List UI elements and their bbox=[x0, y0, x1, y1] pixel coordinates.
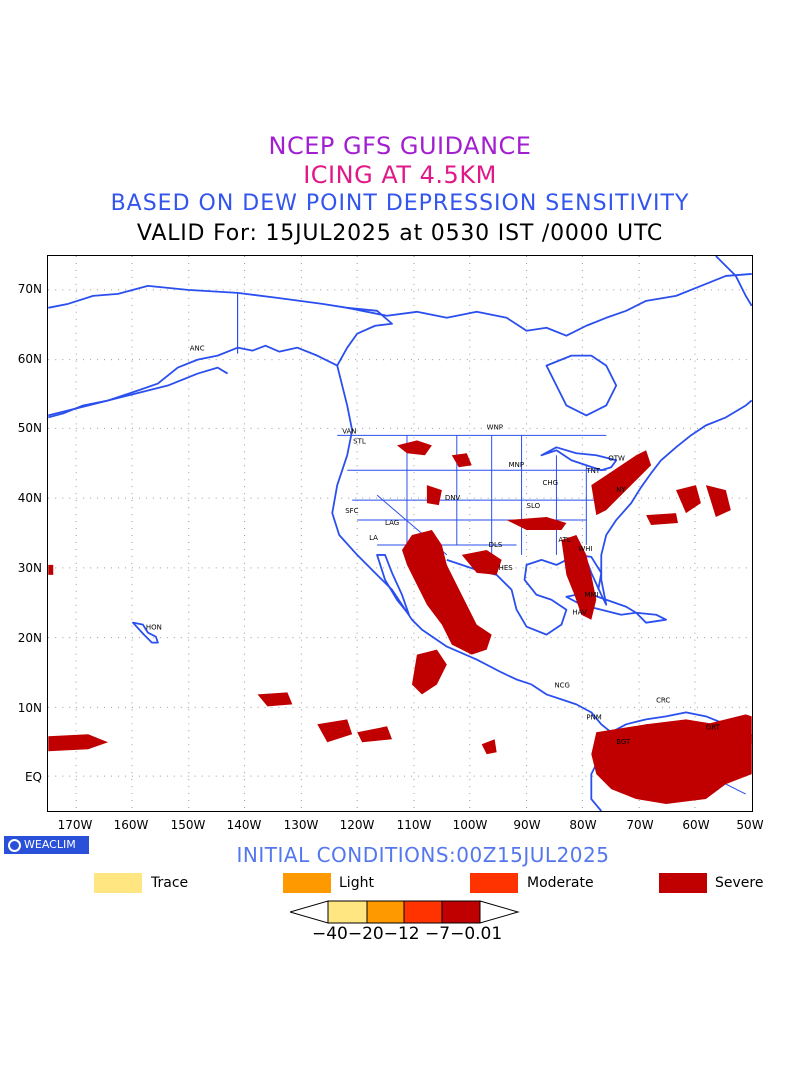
city-whi: WHI bbox=[578, 545, 592, 553]
city-atl: ATL bbox=[558, 536, 570, 544]
colorbar-moderate bbox=[403, 900, 443, 924]
lon-label-120w: 120W bbox=[339, 818, 375, 832]
lat-label-20n: 20N bbox=[17, 631, 42, 645]
legend-swatch-severe bbox=[659, 873, 707, 893]
lat-label-70n: 70N bbox=[17, 282, 42, 296]
lon-label-70w: 70W bbox=[626, 818, 654, 832]
lon-label-130w: 130W bbox=[283, 818, 319, 832]
legend-swatch-moderate bbox=[470, 873, 518, 893]
city-labels: ANC VAN STL WNP MNP CHG TNT OTW NY SFC D… bbox=[146, 345, 721, 747]
lon-label-50w: 50W bbox=[736, 818, 764, 832]
colorbar-severe bbox=[441, 900, 481, 924]
colorbar-labels: −40−20−12 −7−0.01 bbox=[312, 924, 503, 944]
city-otw: OTW bbox=[608, 454, 625, 462]
borders bbox=[337, 434, 746, 800]
city-chg: CHG bbox=[542, 479, 558, 487]
city-la: LA bbox=[369, 534, 378, 542]
city-mnp: MNP bbox=[509, 461, 524, 469]
lat-label-eq: EQ bbox=[24, 770, 42, 784]
city-bgt: BGT bbox=[616, 738, 631, 746]
lat-label-10n: 10N bbox=[17, 701, 42, 715]
city-sfc: SFC bbox=[345, 507, 358, 515]
lon-label-60w: 60W bbox=[682, 818, 710, 832]
colorbar bbox=[290, 900, 520, 924]
city-anc: ANC bbox=[190, 345, 205, 353]
legend-label-trace: Trace bbox=[151, 875, 189, 891]
city-ncg: NCG bbox=[554, 681, 569, 689]
lon-label-140w: 140W bbox=[226, 818, 262, 832]
chart-valid-time: VALID For: 15JUL2025 at 0530 IST /0000 U… bbox=[136, 221, 664, 246]
chart-title: NCEP GFS GUIDANCE bbox=[268, 132, 532, 160]
lon-label-100w: 100W bbox=[452, 818, 488, 832]
city-crc: CRC bbox=[656, 696, 670, 704]
city-hav: HAV bbox=[572, 609, 587, 617]
city-stl: STL bbox=[353, 437, 366, 445]
city-ny: NY bbox=[616, 486, 626, 494]
lon-label-150w: 150W bbox=[170, 818, 206, 832]
weaclim-logo: WEACLIM bbox=[4, 836, 89, 854]
chart-subtitle-method: BASED ON DEW POINT DEPRESSION SENSITIVIT… bbox=[110, 191, 690, 216]
lon-label-110w: 110W bbox=[396, 818, 432, 832]
lon-label-160w: 160W bbox=[113, 818, 149, 832]
city-dnv: DNV bbox=[445, 494, 461, 502]
legend-label-light: Light bbox=[339, 875, 374, 891]
chart-subtitle-icing: ICING AT 4.5KM bbox=[303, 161, 497, 189]
city-lag: LAG bbox=[385, 519, 399, 527]
initial-conditions: INITIAL CONDITIONS:00Z15JUL2025 bbox=[236, 843, 610, 867]
legend-label-moderate: Moderate bbox=[527, 875, 594, 891]
city-dls: DLS bbox=[489, 541, 503, 549]
lat-label-60n: 60N bbox=[17, 352, 42, 366]
colorbar-trace bbox=[327, 900, 368, 924]
legend-label-severe: Severe bbox=[715, 875, 764, 891]
city-pnm: PNM bbox=[586, 713, 601, 721]
city-hes: HES bbox=[499, 564, 514, 572]
lat-label-50n: 50N bbox=[17, 421, 42, 435]
lon-label-80w: 80W bbox=[569, 818, 597, 832]
legend-swatch-light bbox=[283, 873, 331, 893]
lat-label-40n: 40N bbox=[17, 491, 42, 505]
city-hon: HON bbox=[146, 624, 162, 632]
severe-icing-areas bbox=[48, 440, 752, 805]
logo-ring-icon bbox=[8, 839, 21, 852]
logo-text: WEACLIM bbox=[24, 838, 76, 851]
city-grt: GRT bbox=[706, 723, 721, 731]
icing-map: ANC VAN STL WNP MNP CHG TNT OTW NY SFC D… bbox=[47, 255, 753, 812]
lon-label-90w: 90W bbox=[513, 818, 541, 832]
legend-swatch-trace bbox=[94, 873, 142, 893]
lat-label-30n: 30N bbox=[17, 561, 42, 575]
colorbar-light bbox=[366, 900, 405, 924]
lon-label-170w: 170W bbox=[57, 818, 93, 832]
colorbar-left-arrow bbox=[290, 900, 329, 924]
city-mmi: MMI bbox=[584, 591, 598, 599]
city-slo: SLO bbox=[527, 502, 541, 510]
city-wnp: WNP bbox=[487, 423, 503, 431]
city-van: VAN bbox=[342, 427, 356, 435]
colorbar-right-arrow bbox=[479, 900, 520, 924]
city-tnt: TNT bbox=[585, 467, 600, 475]
